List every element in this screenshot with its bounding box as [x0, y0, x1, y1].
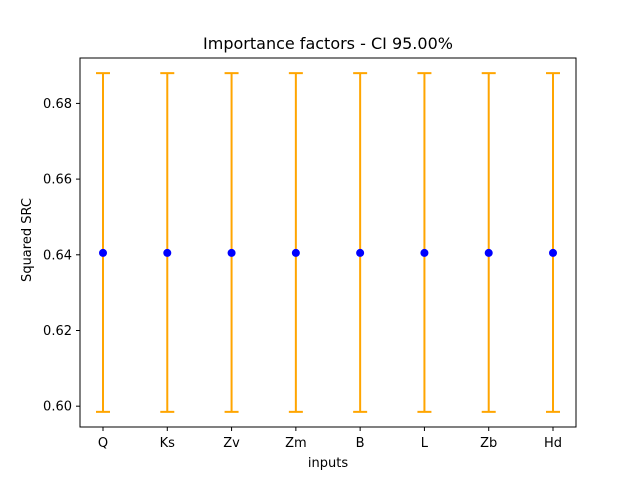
x-tick-label: L: [421, 436, 429, 451]
data-point: [163, 248, 172, 257]
x-tick-label: Zb: [480, 436, 497, 451]
data-point: [227, 248, 236, 257]
x-tick-label: B: [356, 436, 365, 451]
y-axis-label: Squared SRC: [20, 198, 35, 282]
x-axis-label: inputs: [308, 456, 348, 471]
data-point: [356, 248, 365, 257]
chart-title: Importance factors - CI 95.00%: [203, 34, 453, 53]
x-tick-label: Q: [98, 436, 108, 451]
x-tick-label: Zm: [285, 436, 307, 451]
data-point: [484, 248, 493, 257]
data-point: [420, 248, 429, 257]
x-tick-label: Zv: [223, 436, 240, 451]
plot-area: 0.60 0.62 0.64 0.66 0.68 Q Ks Zv Zm B L Zb Hd: [43, 57, 577, 451]
x-tick-label: Ks: [160, 436, 176, 451]
data-point: [99, 248, 107, 257]
y-tick-label: 0.68: [43, 97, 72, 112]
y-tick-label: 0.60: [43, 400, 72, 415]
y-tick-label: 0.64: [43, 248, 72, 263]
y-tick-label: 0.62: [43, 324, 72, 339]
data-point: [291, 248, 300, 257]
y-tick-label: 0.66: [43, 173, 72, 188]
data-point: [549, 248, 557, 257]
x-tick-label: Hd: [544, 436, 562, 451]
axes-frame: [79, 57, 577, 428]
